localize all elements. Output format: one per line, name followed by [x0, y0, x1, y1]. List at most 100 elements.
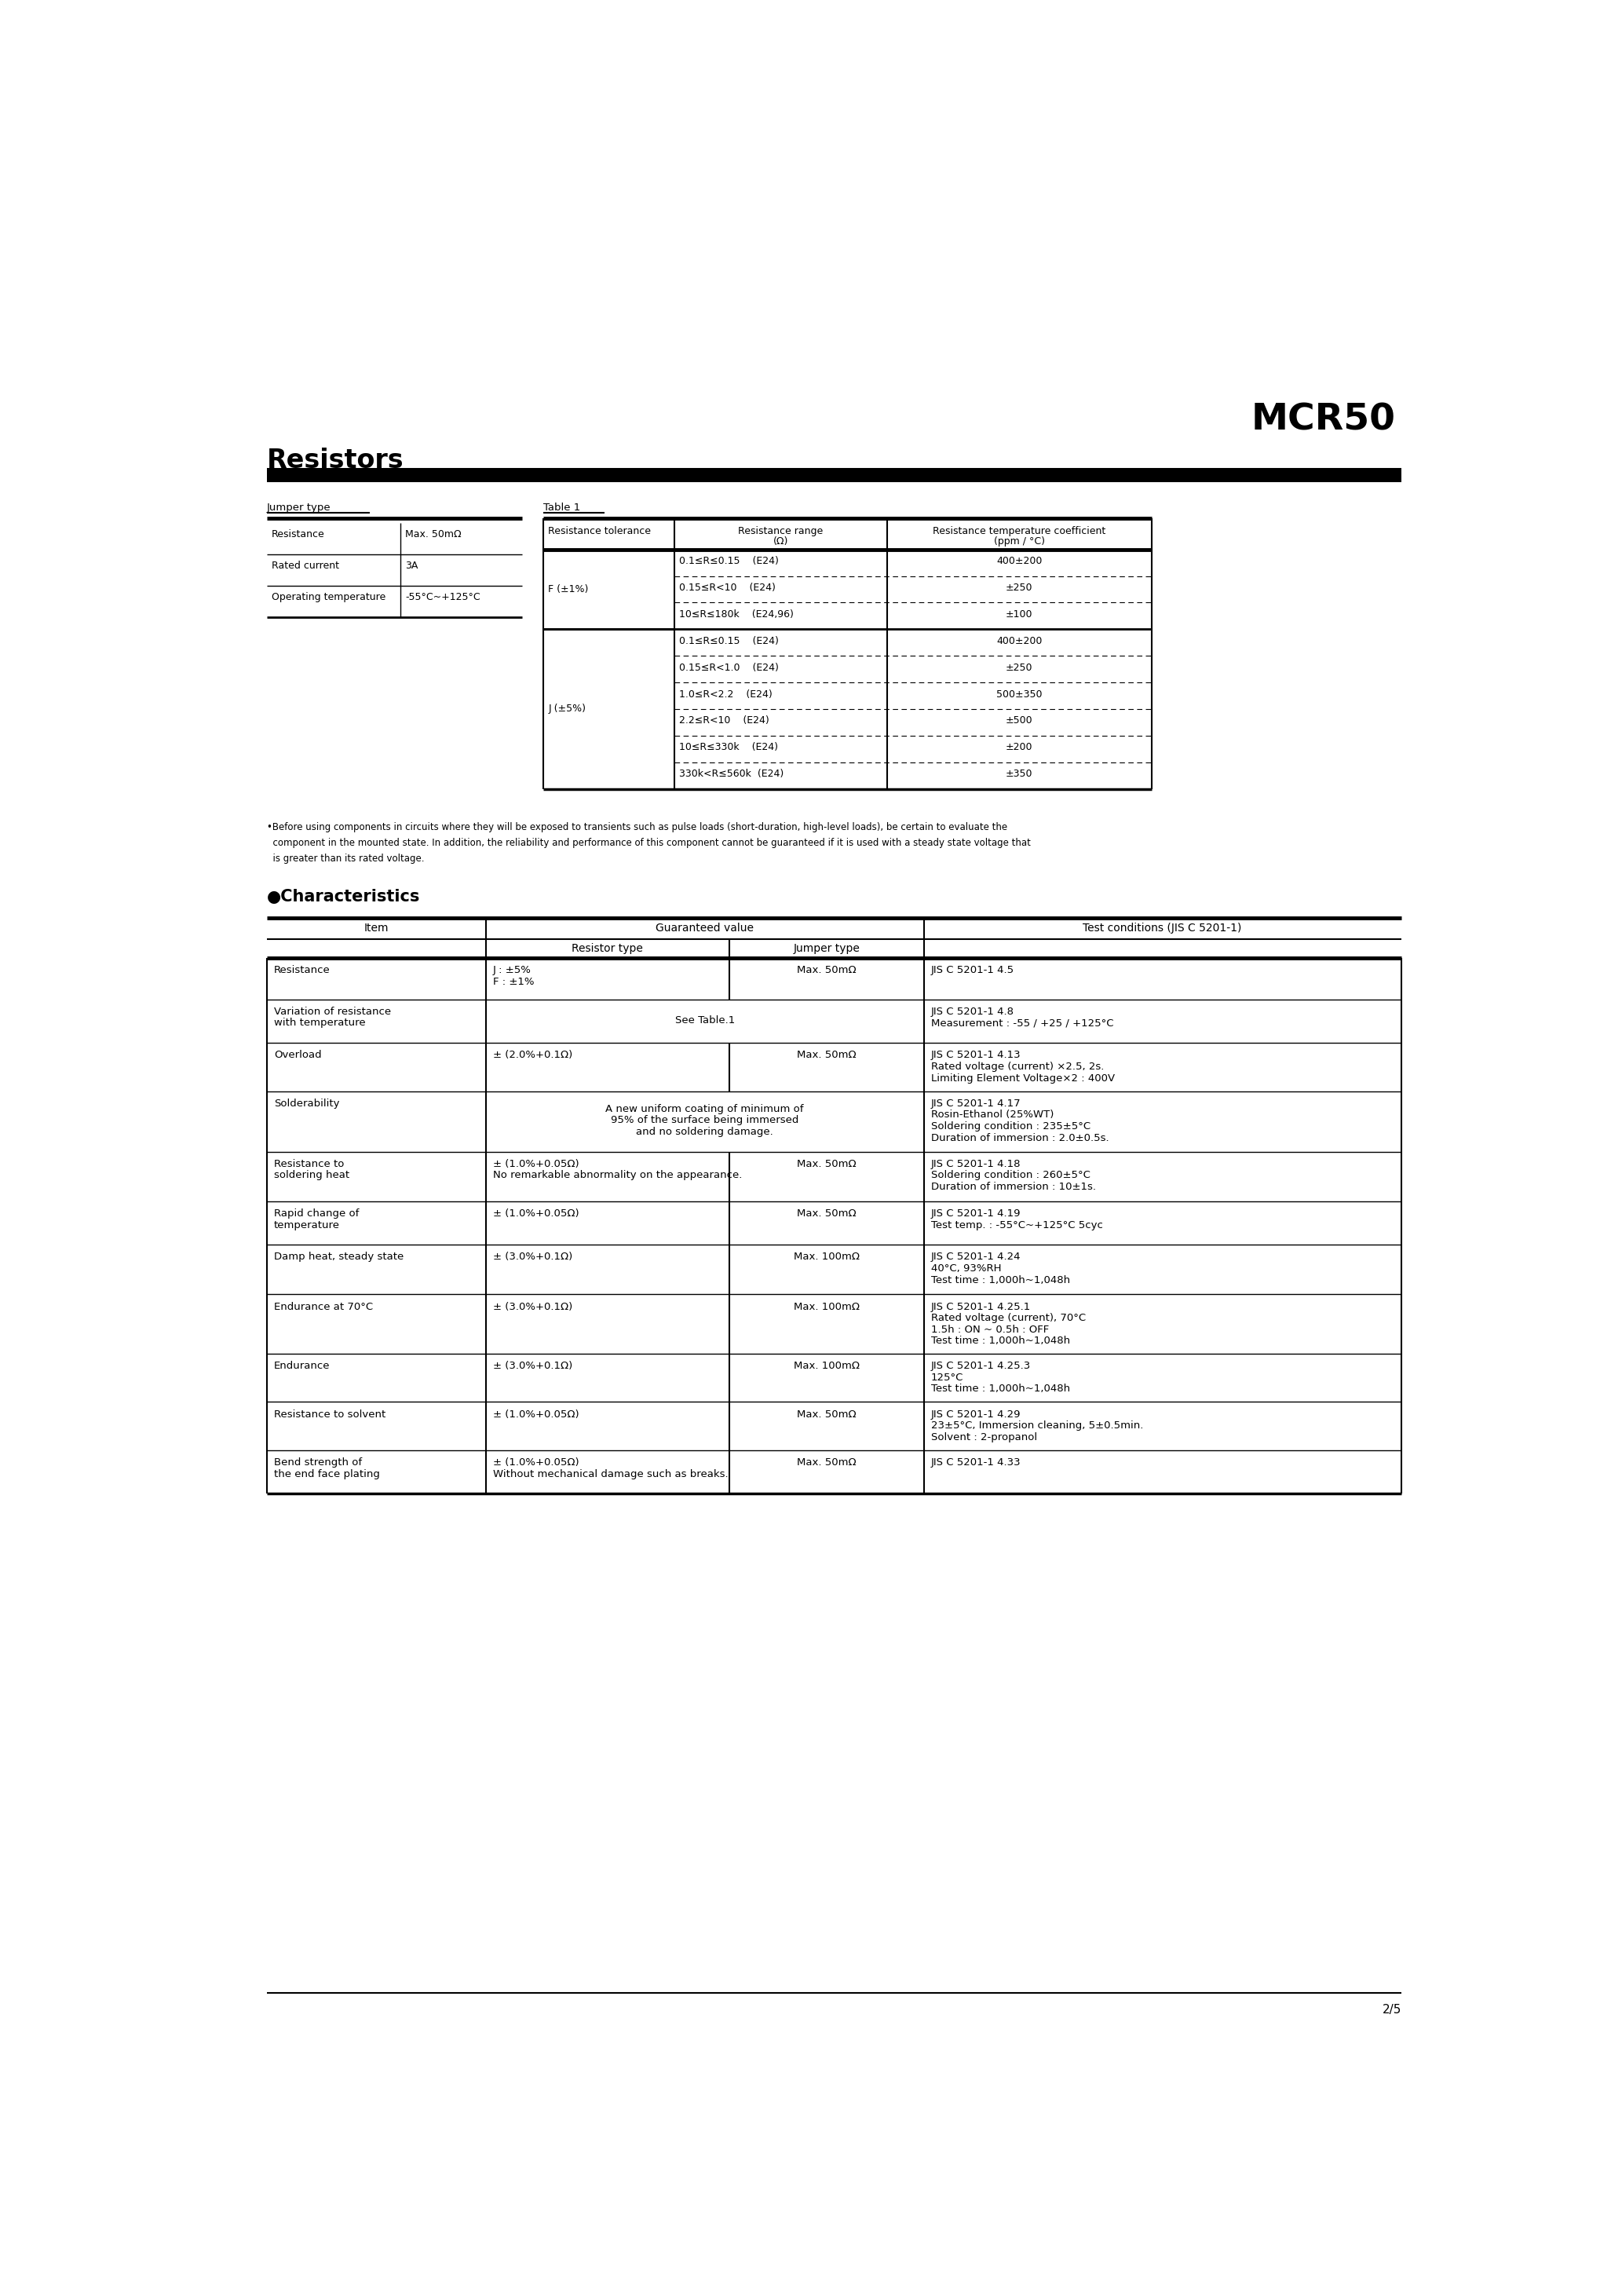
- Text: ±250: ±250: [1006, 583, 1033, 592]
- Text: 330k<R≤560k  (E24): 330k<R≤560k (E24): [680, 769, 783, 778]
- Text: Test time : 1,000h~1,048h: Test time : 1,000h~1,048h: [931, 1336, 1071, 1345]
- Text: 0.15≤R<10    (E24): 0.15≤R<10 (E24): [680, 583, 775, 592]
- Text: Solvent : 2-propanol: Solvent : 2-propanol: [931, 1433, 1036, 1442]
- Text: •Before using components in circuits where they will be exposed to transients su: •Before using components in circuits whe…: [266, 822, 1007, 833]
- Text: F (±1%): F (±1%): [548, 583, 589, 595]
- Text: Rated voltage (current), 70°C: Rated voltage (current), 70°C: [931, 1313, 1085, 1322]
- Text: Operating temperature: Operating temperature: [271, 592, 386, 602]
- Text: No remarkable abnormality on the appearance.: No remarkable abnormality on the appeara…: [493, 1171, 743, 1180]
- Text: JIS C 5201-1 4.24: JIS C 5201-1 4.24: [931, 1251, 1020, 1263]
- Text: 0.1≤R≤0.15    (E24): 0.1≤R≤0.15 (E24): [680, 636, 779, 645]
- Text: 1.5h : ON ~ 0.5h : OFF: 1.5h : ON ~ 0.5h : OFF: [931, 1325, 1049, 1334]
- Text: See Table.1: See Table.1: [675, 1015, 735, 1026]
- Text: 3A: 3A: [406, 560, 418, 569]
- Text: JIS C 5201-1 4.17: JIS C 5201-1 4.17: [931, 1097, 1022, 1109]
- Text: A new uniform coating of minimum of: A new uniform coating of minimum of: [605, 1104, 805, 1114]
- Text: 125°C: 125°C: [931, 1373, 963, 1382]
- Text: 95% of the surface being immersed: 95% of the surface being immersed: [611, 1116, 798, 1125]
- Text: Damp heat, steady state: Damp heat, steady state: [274, 1251, 404, 1263]
- Text: Resistance to: Resistance to: [274, 1159, 344, 1169]
- Text: 10≤R≤180k    (E24,96): 10≤R≤180k (E24,96): [680, 608, 793, 620]
- Text: 400±200: 400±200: [996, 556, 1043, 567]
- Text: JIS C 5201-1 4.29: JIS C 5201-1 4.29: [931, 1410, 1020, 1419]
- Text: 10≤R≤330k    (E24): 10≤R≤330k (E24): [680, 742, 779, 753]
- Text: Solderability: Solderability: [274, 1097, 339, 1109]
- Text: Test conditions (JIS C 5201-1): Test conditions (JIS C 5201-1): [1083, 923, 1242, 934]
- Text: Max. 50mΩ: Max. 50mΩ: [796, 1458, 856, 1467]
- Text: Measurement : -55 / +25 / +125°C: Measurement : -55 / +25 / +125°C: [931, 1017, 1114, 1029]
- Text: J : ±5%: J : ±5%: [493, 964, 532, 976]
- Text: Max. 50mΩ: Max. 50mΩ: [796, 1208, 856, 1219]
- Text: Test temp. : -55°C~+125°C 5cyc: Test temp. : -55°C~+125°C 5cyc: [931, 1219, 1103, 1231]
- Text: ●Characteristics: ●Characteristics: [266, 889, 420, 905]
- Text: Rated voltage (current) ×2.5, 2s.: Rated voltage (current) ×2.5, 2s.: [931, 1061, 1105, 1072]
- Text: JIS C 5201-1 4.13: JIS C 5201-1 4.13: [931, 1049, 1022, 1061]
- Text: ± (3.0%+0.1Ω): ± (3.0%+0.1Ω): [493, 1302, 573, 1311]
- Text: 0.15≤R<1.0    (E24): 0.15≤R<1.0 (E24): [680, 664, 779, 673]
- Text: Max. 100mΩ: Max. 100mΩ: [793, 1302, 860, 1311]
- Text: Resistance tolerance: Resistance tolerance: [548, 526, 650, 535]
- Text: ± (1.0%+0.05Ω): ± (1.0%+0.05Ω): [493, 1208, 579, 1219]
- Text: 40°C, 93%RH: 40°C, 93%RH: [931, 1263, 1001, 1274]
- Text: Duration of immersion : 2.0±0.5s.: Duration of immersion : 2.0±0.5s.: [931, 1132, 1109, 1143]
- Text: Max. 100mΩ: Max. 100mΩ: [793, 1362, 860, 1371]
- Text: ±350: ±350: [1006, 769, 1033, 778]
- Text: 1.0≤R<2.2    (E24): 1.0≤R<2.2 (E24): [680, 689, 772, 700]
- Text: Resistance temperature coefficient: Resistance temperature coefficient: [933, 526, 1106, 535]
- Text: Max. 50mΩ: Max. 50mΩ: [796, 964, 856, 976]
- Text: Resistors: Resistors: [266, 448, 404, 473]
- Text: 2.2≤R<10    (E24): 2.2≤R<10 (E24): [680, 716, 769, 726]
- Text: MCR50: MCR50: [1251, 402, 1395, 439]
- Text: is greater than its rated voltage.: is greater than its rated voltage.: [266, 854, 423, 863]
- Text: Max. 50mΩ: Max. 50mΩ: [796, 1049, 856, 1061]
- Text: ± (1.0%+0.05Ω): ± (1.0%+0.05Ω): [493, 1410, 579, 1419]
- Text: Overload: Overload: [274, 1049, 321, 1061]
- Text: JIS C 5201-1 4.5: JIS C 5201-1 4.5: [931, 964, 1014, 976]
- Text: the end face plating: the end face plating: [274, 1469, 380, 1479]
- Text: Rosin-Ethanol (25%WT): Rosin-Ethanol (25%WT): [931, 1109, 1054, 1120]
- Text: temperature: temperature: [274, 1219, 341, 1231]
- Text: Test time : 1,000h~1,048h: Test time : 1,000h~1,048h: [931, 1384, 1071, 1394]
- Text: Resistance: Resistance: [271, 528, 324, 540]
- Text: Soldering condition : 260±5°C: Soldering condition : 260±5°C: [931, 1171, 1090, 1180]
- Text: JIS C 5201-1 4.18: JIS C 5201-1 4.18: [931, 1159, 1020, 1169]
- Text: JIS C 5201-1 4.8: JIS C 5201-1 4.8: [931, 1006, 1014, 1017]
- Text: ±200: ±200: [1006, 742, 1033, 753]
- Text: and no soldering damage.: and no soldering damage.: [636, 1127, 774, 1137]
- Text: Limiting Element Voltage×2 : 400V: Limiting Element Voltage×2 : 400V: [931, 1072, 1114, 1084]
- Text: ± (1.0%+0.05Ω): ± (1.0%+0.05Ω): [493, 1458, 579, 1467]
- Text: Table 1: Table 1: [543, 503, 581, 512]
- Text: -55°C~+125°C: -55°C~+125°C: [406, 592, 480, 602]
- Text: 23±5°C, Immersion cleaning, 5±0.5min.: 23±5°C, Immersion cleaning, 5±0.5min.: [931, 1421, 1144, 1430]
- Text: JIS C 5201-1 4.33: JIS C 5201-1 4.33: [931, 1458, 1022, 1467]
- Text: Jumper type: Jumper type: [793, 944, 860, 955]
- Text: Endurance: Endurance: [274, 1362, 329, 1371]
- Text: (Ω): (Ω): [774, 535, 788, 546]
- Text: ±250: ±250: [1006, 664, 1033, 673]
- Text: JIS C 5201-1 4.25.3: JIS C 5201-1 4.25.3: [931, 1362, 1032, 1371]
- Text: Bend strength of: Bend strength of: [274, 1458, 362, 1467]
- Text: ±500: ±500: [1006, 716, 1033, 726]
- Text: Variation of resistance: Variation of resistance: [274, 1006, 391, 1017]
- Text: Rated current: Rated current: [271, 560, 339, 569]
- Text: Item: Item: [363, 923, 389, 934]
- Text: ±100: ±100: [1006, 608, 1033, 620]
- Text: soldering heat: soldering heat: [274, 1171, 349, 1180]
- Text: Resistor type: Resistor type: [571, 944, 642, 955]
- Text: Rapid change of: Rapid change of: [274, 1208, 358, 1219]
- Text: Max. 50mΩ: Max. 50mΩ: [406, 528, 462, 540]
- Text: Jumper type: Jumper type: [266, 503, 331, 512]
- Text: Max. 50mΩ: Max. 50mΩ: [796, 1410, 856, 1419]
- Text: Resistance: Resistance: [274, 964, 331, 976]
- Text: Resistance range: Resistance range: [738, 526, 824, 535]
- Text: ± (3.0%+0.1Ω): ± (3.0%+0.1Ω): [493, 1362, 573, 1371]
- Text: Max. 100mΩ: Max. 100mΩ: [793, 1251, 860, 1263]
- Text: 500±350: 500±350: [996, 689, 1043, 700]
- Text: ± (2.0%+0.1Ω): ± (2.0%+0.1Ω): [493, 1049, 573, 1061]
- Text: 2/5: 2/5: [1382, 2004, 1401, 2016]
- Text: Duration of immersion : 10±1s.: Duration of immersion : 10±1s.: [931, 1182, 1096, 1192]
- Text: J (±5%): J (±5%): [548, 703, 586, 714]
- Text: 0.1≤R≤0.15    (E24): 0.1≤R≤0.15 (E24): [680, 556, 779, 567]
- Text: Endurance at 70°C: Endurance at 70°C: [274, 1302, 373, 1311]
- Text: ± (3.0%+0.1Ω): ± (3.0%+0.1Ω): [493, 1251, 573, 1263]
